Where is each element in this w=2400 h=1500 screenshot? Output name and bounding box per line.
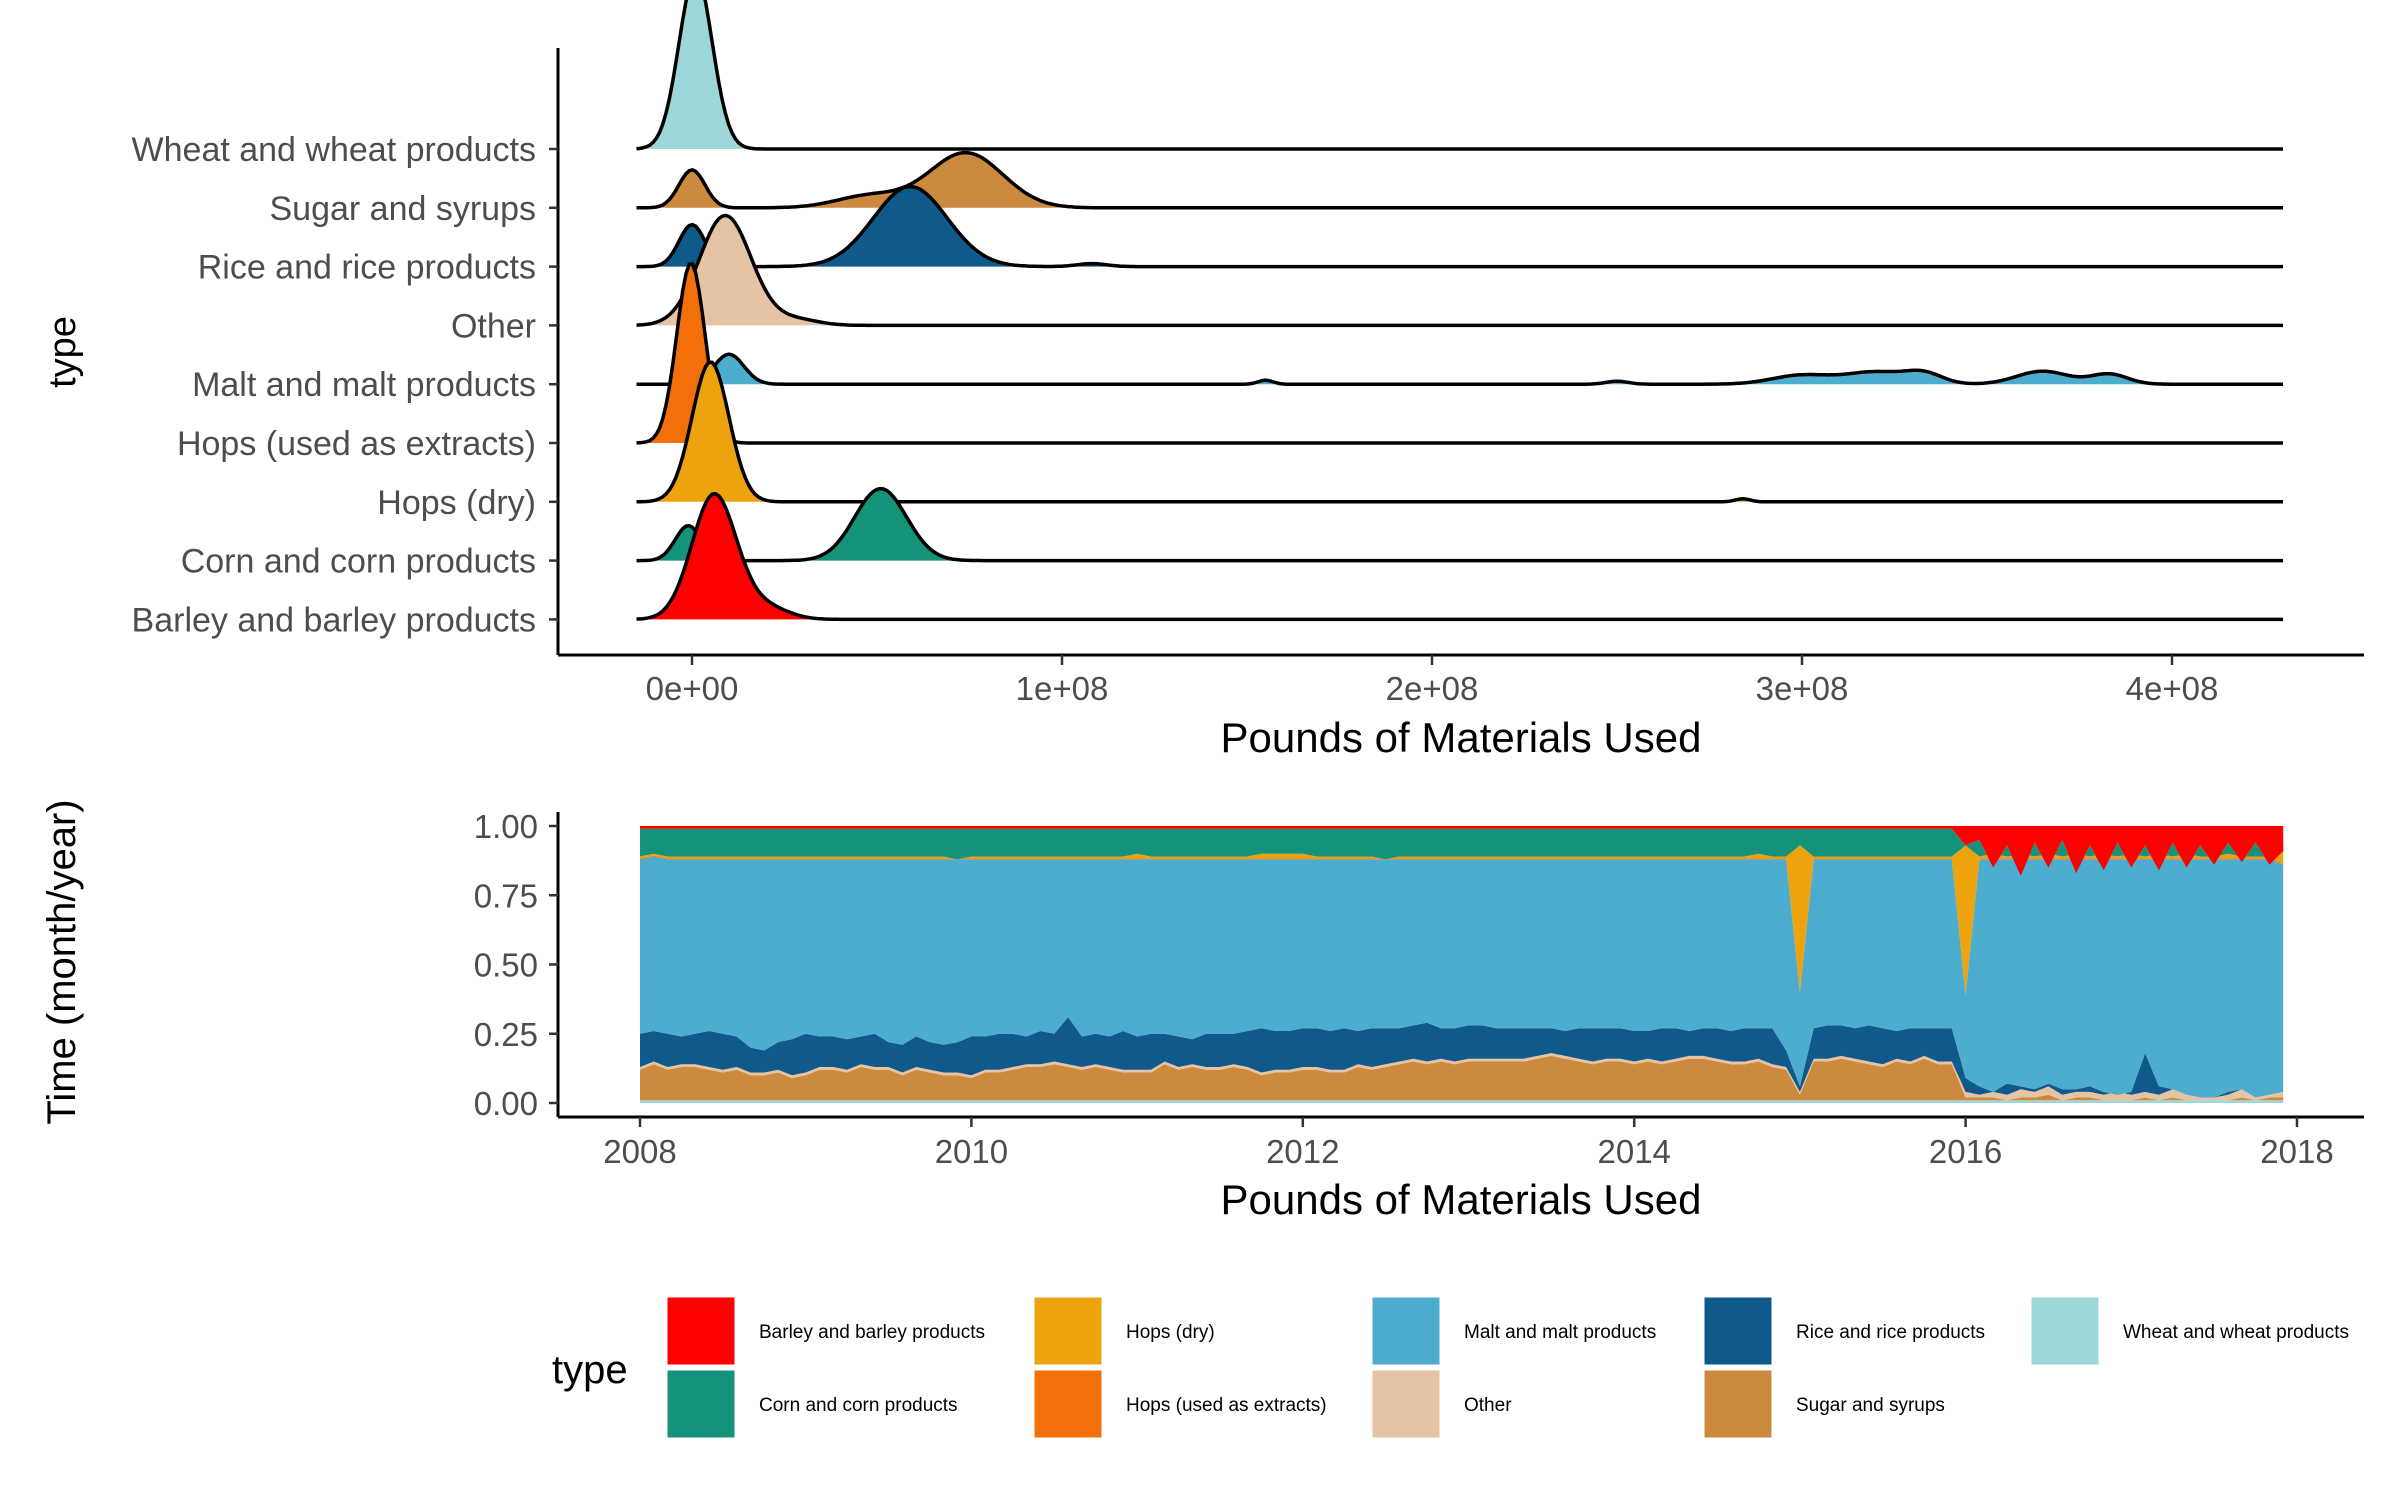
legend-label: Other [1464, 1395, 1512, 1416]
area-panel: 0.00 0.25 0.50 0.75 1.00 2008 2010 2012 2014 201… [474, 808, 2364, 1223]
ridge-line-corn-and-corn-products [636, 486, 2283, 563]
legend-swatch [1369, 1367, 1443, 1441]
legend-item-barley-and-barley-products: Barley and barley products [664, 1294, 985, 1368]
legend-item-malt-and-malt-products: Malt and malt products [1369, 1294, 1656, 1368]
legend-swatch [664, 1367, 738, 1441]
legend-item-hops-dry: Hops (dry) [1031, 1294, 1215, 1368]
area-other [640, 1053, 2284, 1101]
area-y-tick-label: 0.75 [474, 877, 538, 914]
ridge-fill-sugar-and-syrups [636, 152, 2283, 208]
ridge-x-tick-label: 2e+08 [1386, 670, 1479, 707]
legend-label: Hops (used as extracts) [1126, 1395, 1327, 1416]
ridge-line-barley-and-barley-products [636, 491, 2283, 622]
legend-swatch [1031, 1367, 1105, 1441]
area-x-tick-label: 2018 [2260, 1133, 2333, 1170]
ridge-rice-and-rice-products [636, 184, 2283, 269]
legend-label: Wheat and wheat products [2123, 1322, 2349, 1343]
ridge-line-sugar-and-syrups [636, 150, 2283, 210]
area-wheat-and-wheat-products [640, 1100, 2284, 1103]
legend-swatch [664, 1294, 738, 1368]
area-sugar-and-syrups [640, 1055, 2284, 1101]
legend-label: Rice and rice products [1796, 1322, 1985, 1343]
legend-swatch [1701, 1294, 1775, 1368]
area-x-axis-title: Pounds of Materials Used [1221, 1176, 1702, 1223]
area-y-tick-label: 0.50 [474, 947, 538, 984]
area-hops-dry [640, 842, 2284, 995]
ridge-x-tick-label: 0e+00 [646, 670, 739, 707]
ridge-line-hops-used-as-extracts [636, 262, 2283, 445]
ridgeline-panel: Wheat and wheat products Sugar and syrups… [42, 0, 2364, 761]
legend-item-sugar-and-syrups: Sugar and syrups [1701, 1367, 1945, 1441]
ridge-line-rice-and-rice-products [636, 184, 2283, 269]
area-corn-and-corn-products [640, 828, 2284, 876]
area-y-tick-label: 1.00 [474, 808, 538, 845]
ridge-y-tick-label: Hops (used as extracts) [177, 425, 536, 463]
legend-label: Barley and barley products [759, 1322, 985, 1343]
area-x-tick-label: 2010 [935, 1133, 1008, 1170]
area-x-tick-label: 2014 [1597, 1133, 1670, 1170]
area-y-tick-label: 0.00 [474, 1085, 538, 1122]
ridge-other [636, 213, 2283, 328]
ridge-hops-used-as-extracts [636, 262, 2283, 445]
ridge-line-other [636, 213, 2283, 328]
ridge-x-axis-title: Pounds of Materials Used [1221, 714, 1702, 761]
ridge-x-tick-label: 4e+08 [2126, 670, 2219, 707]
ridge-sugar-and-syrups [636, 150, 2283, 210]
area-y-tick-label: 0.25 [474, 1016, 538, 1053]
area-malt-and-malt-products [640, 856, 2284, 1098]
ridge-hops-dry [636, 360, 2283, 504]
legend-swatch [1701, 1367, 1775, 1441]
legend-swatch [1031, 1294, 1105, 1368]
ridge-wheat-and-wheat-products [636, 0, 2283, 151]
legend-label: Malt and malt products [1464, 1322, 1656, 1343]
ridge-y-tick-label: Corn and corn products [181, 543, 536, 581]
ridge-y-tick-label: Other [451, 307, 536, 345]
ridge-x-tick-label: 1e+08 [1016, 670, 1109, 707]
ridge-malt-and-malt-products [636, 352, 2283, 386]
legend-label: Sugar and syrups [1796, 1395, 1945, 1416]
ridge-line-hops-dry [636, 360, 2283, 504]
area-barley-and-barley-products [640, 826, 2284, 876]
legend: type Barley and barley products Corn and … [552, 1294, 2349, 1441]
legend-swatch [2028, 1294, 2102, 1368]
legend-label: Corn and corn products [759, 1395, 958, 1416]
ridge-y-tick-label: Wheat and wheat products [132, 131, 536, 169]
legend-item-hops-used-as-extracts: Hops (used as extracts) [1031, 1367, 1327, 1441]
area-x-tick-label: 2012 [1266, 1133, 1339, 1170]
ridge-y-tick-label: Barley and barley products [132, 601, 536, 639]
legend-item-other: Other [1369, 1367, 1512, 1441]
legend-item-rice-and-rice-products: Rice and rice products [1701, 1294, 1985, 1368]
ridge-y-axis-title: type [42, 316, 84, 388]
legend-item-wheat-and-wheat-products: Wheat and wheat products [2028, 1294, 2349, 1368]
ridge-y-tick-label: Sugar and syrups [270, 190, 537, 228]
legend-swatch [1369, 1294, 1443, 1368]
ridge-corn-and-corn-products [636, 486, 2283, 563]
area-x-tick-label: 2008 [603, 1133, 676, 1170]
ridge-line-wheat-and-wheat-products [636, 0, 2283, 151]
ridge-fill-malt-and-malt-products [636, 354, 2283, 385]
area-rice-and-rice-products [640, 1017, 2284, 1098]
ridge-y-tick-label: Hops (dry) [377, 484, 536, 522]
ridge-barley-and-barley-products [636, 491, 2283, 622]
shared-y-axis-title: Time (month/year) [40, 799, 84, 1124]
legend-label: Hops (dry) [1126, 1322, 1215, 1343]
ridge-line-malt-and-malt-products [636, 352, 2283, 386]
ridge-x-tick-label: 3e+08 [1756, 670, 1849, 707]
ridge-y-tick-label: Malt and malt products [192, 366, 536, 404]
legend-item-corn-and-corn-products: Corn and corn products [664, 1367, 958, 1441]
ridge-y-tick-label: Rice and rice products [198, 249, 536, 287]
legend-title: type [552, 1348, 628, 1392]
area-x-tick-label: 2016 [1929, 1133, 2002, 1170]
